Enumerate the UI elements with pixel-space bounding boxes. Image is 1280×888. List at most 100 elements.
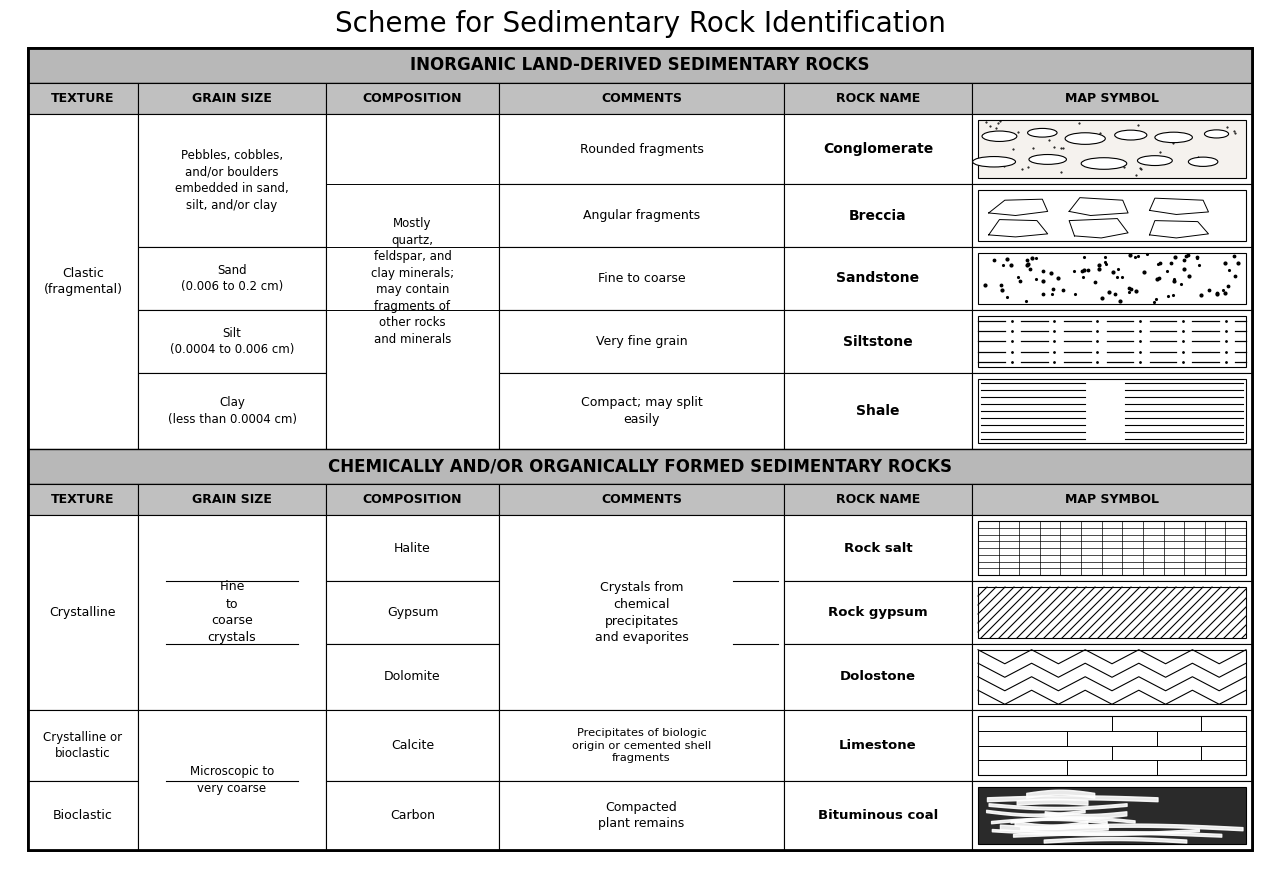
Text: Scheme for Sedimentary Rock Identification: Scheme for Sedimentary Rock Identificati… xyxy=(334,10,946,38)
Bar xyxy=(783,581,972,644)
Bar xyxy=(28,710,138,781)
Bar xyxy=(783,781,972,850)
Ellipse shape xyxy=(1188,157,1217,166)
Bar xyxy=(138,484,326,515)
Text: Crystalline: Crystalline xyxy=(50,606,116,619)
Bar xyxy=(972,184,1252,247)
Bar xyxy=(28,449,1252,484)
Bar xyxy=(978,190,1245,241)
Bar xyxy=(499,710,783,781)
Text: INORGANIC LAND-DERIVED SEDIMENTARY ROCKS: INORGANIC LAND-DERIVED SEDIMENTARY ROCKS xyxy=(411,57,869,75)
Text: Very fine grain: Very fine grain xyxy=(595,335,687,348)
Text: Dolomite: Dolomite xyxy=(384,670,440,684)
Bar xyxy=(972,781,1252,850)
Bar xyxy=(499,247,783,310)
Bar xyxy=(138,515,326,710)
Text: GRAIN SIZE: GRAIN SIZE xyxy=(192,92,271,105)
Bar xyxy=(978,650,1245,704)
Bar xyxy=(499,184,783,247)
Bar xyxy=(978,120,1245,178)
Ellipse shape xyxy=(1028,129,1057,137)
Text: COMMENTS: COMMENTS xyxy=(602,92,682,105)
Bar xyxy=(972,83,1252,114)
Bar xyxy=(978,253,1245,304)
Bar xyxy=(326,83,499,114)
Bar xyxy=(783,310,972,373)
Text: MAP SYMBOL: MAP SYMBOL xyxy=(1065,92,1158,105)
Ellipse shape xyxy=(1155,132,1193,143)
Bar xyxy=(978,316,1245,367)
Text: CHEMICALLY AND/OR ORGANICALLY FORMED SEDIMENTARY ROCKS: CHEMICALLY AND/OR ORGANICALLY FORMED SED… xyxy=(328,457,952,475)
Bar xyxy=(138,83,326,114)
Bar xyxy=(326,515,499,581)
Bar xyxy=(972,581,1252,644)
Text: COMPOSITION: COMPOSITION xyxy=(362,92,462,105)
Bar xyxy=(972,710,1252,781)
Bar xyxy=(28,781,138,850)
Bar xyxy=(138,114,326,247)
Bar xyxy=(783,484,972,515)
Bar xyxy=(499,114,783,184)
Ellipse shape xyxy=(1115,131,1147,140)
Ellipse shape xyxy=(1029,155,1066,164)
Bar xyxy=(783,247,972,310)
Bar xyxy=(326,581,499,644)
Bar xyxy=(972,114,1252,184)
Text: Rock salt: Rock salt xyxy=(844,542,913,554)
Bar xyxy=(138,373,326,449)
Bar xyxy=(28,83,138,114)
Ellipse shape xyxy=(1204,130,1229,138)
Bar xyxy=(972,373,1252,449)
Bar xyxy=(783,710,972,781)
Text: TEXTURE: TEXTURE xyxy=(51,493,115,506)
Bar xyxy=(783,644,972,710)
Text: Silt
(0.0004 to 0.006 cm): Silt (0.0004 to 0.006 cm) xyxy=(170,327,294,356)
Text: GRAIN SIZE: GRAIN SIZE xyxy=(192,493,271,506)
Text: Dolostone: Dolostone xyxy=(840,670,916,684)
Bar xyxy=(499,373,783,449)
Bar xyxy=(326,710,499,781)
Text: Clastic
(fragmental): Clastic (fragmental) xyxy=(44,266,123,297)
Bar xyxy=(499,484,783,515)
Text: Crystals from
chemical
precipitates
and evaporites: Crystals from chemical precipitates and … xyxy=(595,581,689,645)
Text: Rounded fragments: Rounded fragments xyxy=(580,142,704,155)
Text: Fine
to
coarse
crystals: Fine to coarse crystals xyxy=(207,581,256,645)
Bar xyxy=(783,83,972,114)
Text: Bioclastic: Bioclastic xyxy=(52,809,113,822)
Text: Fine to coarse: Fine to coarse xyxy=(598,272,685,285)
Text: Precipitates of biologic
origin or cemented shell
fragments: Precipitates of biologic origin or cemen… xyxy=(572,728,712,763)
Text: Siltstone: Siltstone xyxy=(844,335,913,348)
Bar xyxy=(972,484,1252,515)
Text: Microscopic to
very coarse: Microscopic to very coarse xyxy=(189,765,274,795)
Bar xyxy=(138,710,326,850)
Text: Shale: Shale xyxy=(856,404,900,418)
Bar xyxy=(978,379,1245,443)
Ellipse shape xyxy=(1065,133,1106,145)
Bar xyxy=(783,184,972,247)
Bar xyxy=(972,247,1252,310)
Text: Compacted
plant remains: Compacted plant remains xyxy=(598,801,685,830)
Bar xyxy=(978,787,1245,844)
Bar xyxy=(499,781,783,850)
Text: Conglomerate: Conglomerate xyxy=(823,142,933,156)
Bar xyxy=(972,310,1252,373)
Bar xyxy=(28,515,138,710)
Text: Gypsum: Gypsum xyxy=(387,606,438,619)
Bar xyxy=(326,484,499,515)
Bar xyxy=(326,781,499,850)
Bar xyxy=(978,716,1245,775)
Text: Clay
(less than 0.0004 cm): Clay (less than 0.0004 cm) xyxy=(168,396,297,425)
Bar xyxy=(978,521,1245,575)
Text: MAP SYMBOL: MAP SYMBOL xyxy=(1065,493,1158,506)
Text: Crystalline or
bioclastic: Crystalline or bioclastic xyxy=(44,731,123,760)
Text: TEXTURE: TEXTURE xyxy=(51,92,115,105)
Bar xyxy=(138,247,326,310)
Bar xyxy=(978,587,1245,638)
Bar xyxy=(326,114,499,449)
Text: Carbon: Carbon xyxy=(390,809,435,822)
Text: Sandstone: Sandstone xyxy=(836,272,919,286)
Ellipse shape xyxy=(1138,155,1172,165)
Bar xyxy=(28,48,1252,83)
Text: Angular fragments: Angular fragments xyxy=(582,209,700,222)
Text: Halite: Halite xyxy=(394,542,431,554)
